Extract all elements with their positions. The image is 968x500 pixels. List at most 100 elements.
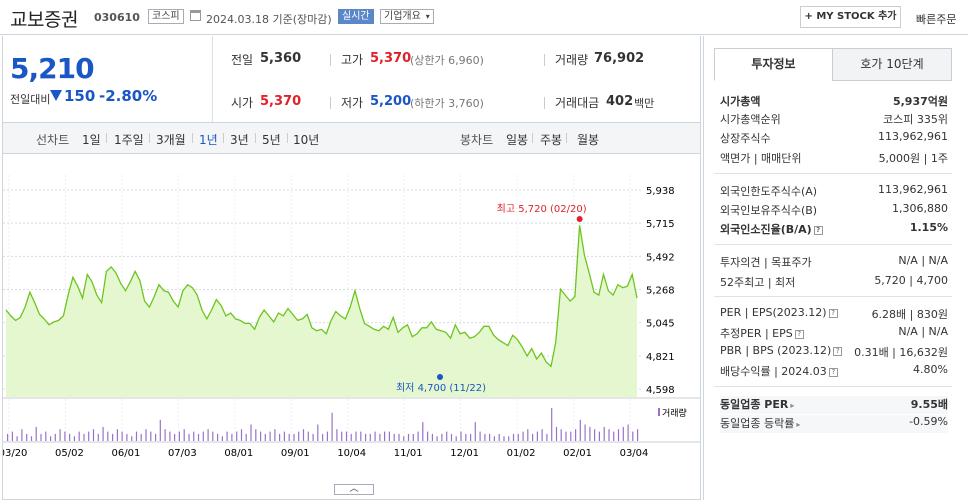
volume-bar	[69, 433, 71, 441]
tab-period-1w[interactable]: 1주일	[114, 133, 144, 147]
divider	[544, 54, 545, 66]
volume-bar	[427, 431, 429, 441]
tab-candle-weekly[interactable]: 주봉	[540, 133, 563, 147]
line-chart-label: 선차트	[36, 133, 70, 147]
volume-bar	[484, 433, 486, 441]
x-tick-label: 07/03	[168, 448, 197, 459]
volume-bar	[560, 429, 562, 441]
dividend-label: 배당수익률 | 2024.03?	[720, 363, 838, 379]
help-icon[interactable]: ?	[794, 330, 804, 339]
realtime-badge[interactable]: 실시간	[338, 9, 374, 24]
volume-bar	[632, 431, 634, 441]
volume-bar	[107, 431, 109, 441]
opinion-row: 투자의견 | 목표주가 N/A | N/A	[720, 254, 948, 272]
volume-bar	[7, 433, 9, 441]
quick-order-link[interactable]: 빠른주문	[916, 13, 957, 26]
tab-candle-monthly[interactable]: 월봉	[577, 133, 600, 147]
lower-limit: (하한가 3,760)	[410, 97, 484, 110]
volume-bar	[260, 431, 262, 441]
tab-period-5y[interactable]: 5년	[262, 133, 281, 147]
par-row: 액면가 | 매매단위 5,000원 | 1주	[720, 150, 948, 168]
est-per-label: 추정PER | EPS?	[720, 325, 804, 341]
volume-bar	[498, 433, 500, 441]
tab-orderbook-10[interactable]: 호가 10단계	[832, 48, 952, 81]
sector-per-value: 9.55배	[910, 398, 948, 411]
chevron-right-icon[interactable]: ▸	[796, 420, 801, 429]
x-tick-label: 12/01	[450, 448, 479, 459]
y-tick-label: 5,715	[646, 219, 675, 230]
volume-bar	[622, 426, 624, 441]
volume-bar	[112, 433, 114, 441]
pbr-label: PBR | BPS (2023.12)?	[720, 344, 843, 357]
est-per-text: 추정PER | EPS	[720, 327, 793, 340]
volume-bar	[307, 431, 309, 441]
calendar-icon	[190, 10, 201, 21]
add-mystock-button[interactable]: + MY STOCK 추가	[800, 6, 901, 28]
dividend-text: 배당수익률 | 2024.03	[720, 365, 827, 378]
opinion-label: 투자의견 | 목표주가	[720, 256, 812, 269]
volume-bar	[369, 433, 371, 441]
pbr-value: 0.31배 | 16,632원	[854, 346, 948, 359]
volume-bar	[393, 433, 395, 441]
volume-bar	[188, 433, 190, 441]
chevron-up-icon: ︿	[349, 484, 359, 494]
company-overview-dropdown[interactable]: 기업개요 ▾	[380, 9, 434, 24]
tab-period-1y[interactable]: 1년	[199, 133, 218, 147]
sector-per-text: 동일업종 PER	[720, 398, 789, 411]
volume-bar	[45, 431, 47, 441]
volume-bar	[264, 433, 266, 441]
volume-bar	[269, 431, 271, 441]
volume-bar	[193, 431, 195, 441]
est-per-value: N/A | N/A	[898, 325, 948, 338]
x-axis-labels: 03/20 05/02 06/01 07/03 08/01 09/01 10/04 11/01…	[3, 448, 648, 459]
volume-bars	[7, 408, 639, 441]
divider	[287, 133, 288, 143]
volume-bar	[231, 433, 233, 441]
volume-bar	[584, 424, 586, 441]
volume-bar	[436, 436, 438, 441]
volume-bar	[388, 431, 390, 441]
tab-candle-daily[interactable]: 일봉	[506, 133, 529, 147]
y-tick-label: 5,492	[646, 252, 675, 263]
volume-bar	[174, 433, 176, 441]
help-icon[interactable]: ?	[828, 368, 838, 377]
volume-bar	[245, 433, 247, 441]
tab-period-3y[interactable]: 3년	[230, 133, 249, 147]
chevron-right-icon[interactable]: ▸	[790, 401, 795, 410]
volume-bar	[202, 431, 204, 441]
sector-change-label: 동일업종 등락률 ▸	[720, 415, 800, 431]
volume-bar	[293, 433, 295, 441]
volume-bar	[140, 433, 142, 441]
divider	[192, 133, 193, 143]
shares-label: 상장주식수	[720, 132, 771, 145]
help-icon[interactable]: ?	[833, 347, 843, 356]
week52-value: 5,720 | 4,700	[874, 274, 948, 287]
divider	[212, 36, 213, 122]
divider	[330, 97, 331, 109]
opinion-value: N/A | N/A	[898, 254, 948, 267]
volume-bar	[555, 426, 558, 441]
volume-bar	[322, 433, 324, 441]
help-icon[interactable]: ?	[828, 309, 838, 318]
y-tick-label: 4,821	[646, 352, 675, 363]
open-label: 시가	[231, 96, 254, 110]
sector-change-value: -0.59%	[909, 415, 948, 428]
volume-bar	[489, 433, 491, 441]
volume-bar	[255, 429, 257, 441]
foreign-ratio-value: 1.15%	[909, 221, 948, 234]
top-bar	[0, 0, 968, 35]
tab-period-3m[interactable]: 3개월	[156, 133, 186, 147]
volume-bar	[159, 419, 161, 441]
collapse-chart-button[interactable]: ︿	[334, 484, 374, 495]
volume-bar	[350, 433, 352, 441]
max-label: 최고 5,720 (02/20)	[497, 203, 587, 215]
tab-invest-info[interactable]: 투자정보	[714, 48, 833, 81]
tab-period-1d[interactable]: 1일	[82, 133, 101, 147]
help-icon[interactable]: ?	[813, 226, 823, 235]
volume-bar	[522, 431, 524, 441]
tab-period-10y[interactable]: 10년	[293, 133, 320, 147]
volume-bar	[54, 433, 56, 441]
volume-bar	[121, 431, 123, 441]
volume-bar	[460, 431, 462, 441]
foreign-limit-value: 113,962,961	[878, 183, 948, 196]
